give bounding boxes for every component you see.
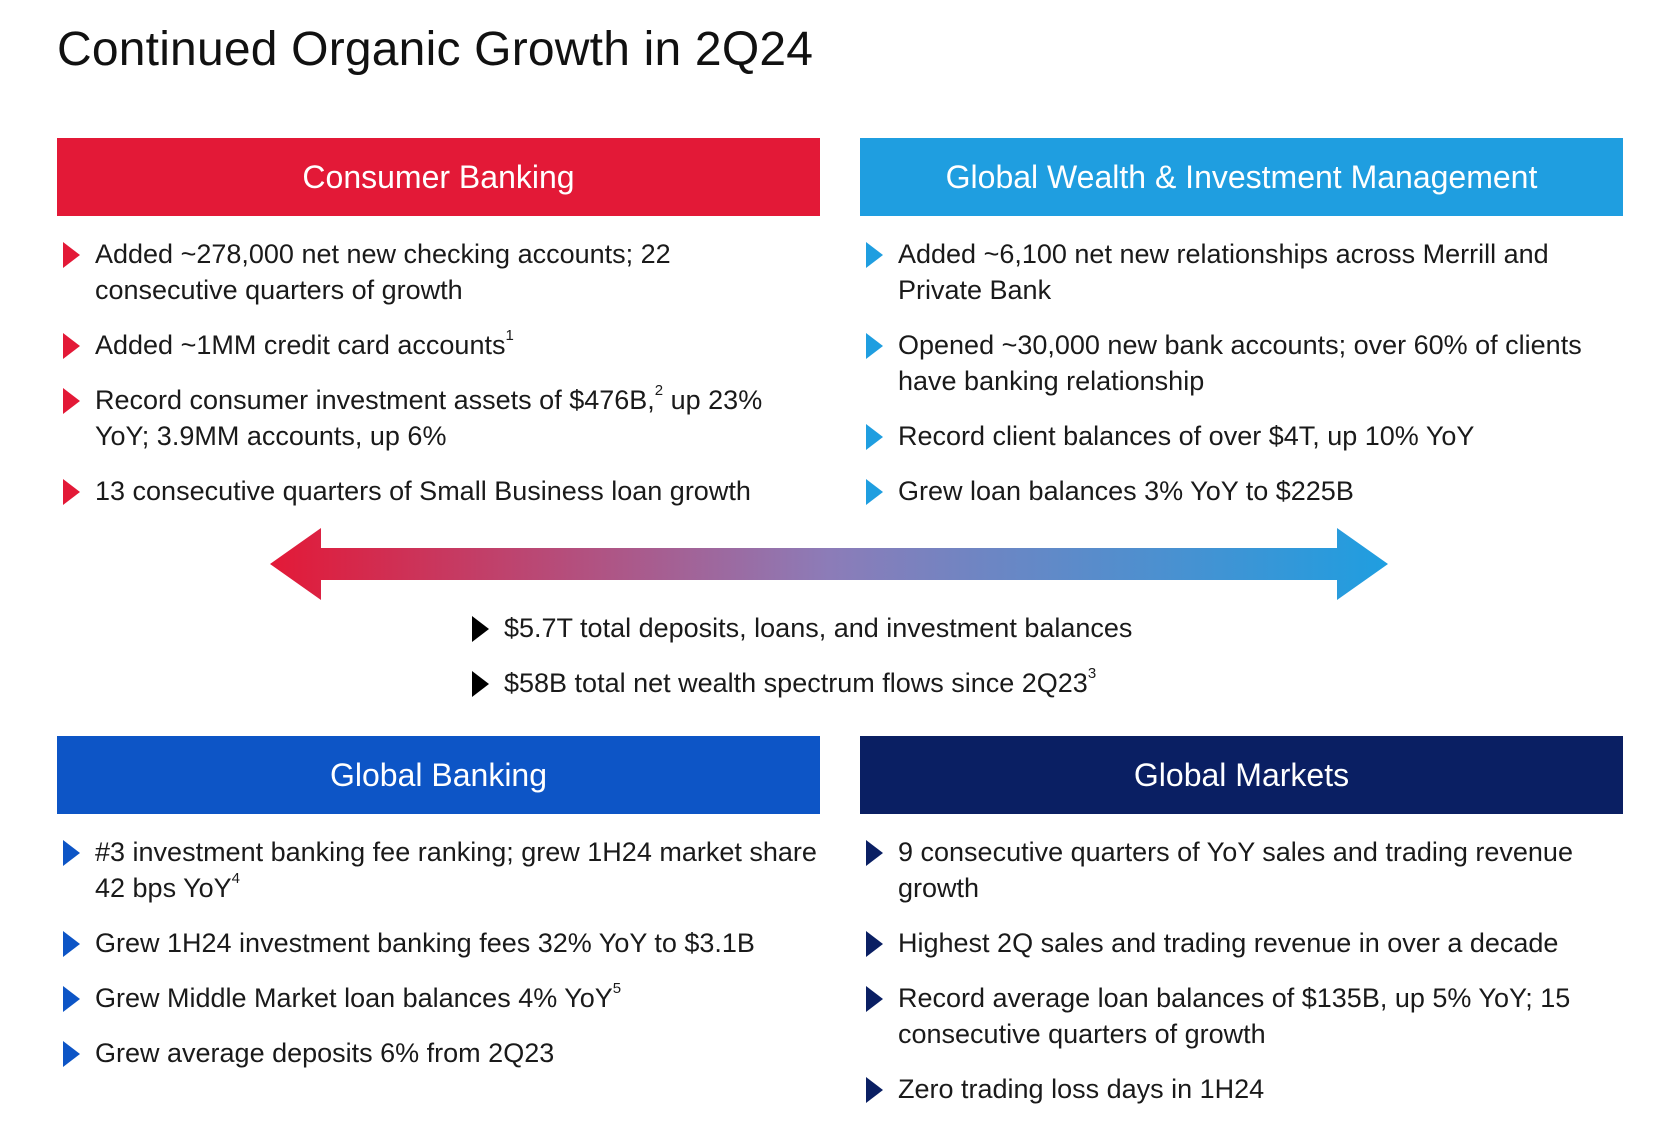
bullet-text: Added ~1MM credit card accounts	[95, 330, 506, 360]
bullet-text: Highest 2Q sales and trading revenue in …	[898, 928, 1559, 958]
triangle-bullet-icon	[472, 671, 489, 697]
bullet-text: Record consumer investment assets of $47…	[95, 385, 655, 415]
footnote-ref: 2	[654, 382, 664, 399]
consumer-banking-list: Added ~278,000 net new checking accounts…	[57, 216, 820, 509]
triangle-bullet-icon	[472, 616, 489, 642]
list-item: $58B total net wealth spectrum flows sin…	[466, 665, 1226, 701]
global-markets-panel: Global Markets 9 consecutive quarters of…	[860, 736, 1623, 1126]
bullet-text: Grew loan balances 3% YoY to $225B	[898, 476, 1354, 506]
global-banking-panel: Global Banking #3 investment banking fee…	[57, 736, 820, 1090]
bullet-text: Zero trading loss days in 1H24	[898, 1074, 1265, 1104]
bullet-text: 9 consecutive quarters of YoY sales and …	[898, 837, 1573, 903]
bullet-text: Added ~6,100 net new relationships acros…	[898, 239, 1549, 305]
summary-list: $5.7T total deposits, loans, and investm…	[466, 590, 1226, 720]
bullet-text-tail: up 23% YoY; 3.9MM accounts, up 6%	[95, 385, 763, 451]
triangle-bullet-icon	[866, 931, 883, 957]
list-item: Grew Middle Market loan balances 4% YoY5	[57, 980, 820, 1016]
list-item: 9 consecutive quarters of YoY sales and …	[860, 834, 1623, 906]
list-item: Added ~6,100 net new relationships acros…	[860, 236, 1623, 308]
triangle-bullet-icon	[63, 479, 80, 505]
triangle-bullet-icon	[63, 931, 80, 957]
triangle-bullet-icon	[63, 242, 80, 268]
triangle-bullet-icon	[866, 840, 883, 866]
global-banking-header: Global Banking	[57, 736, 820, 814]
bullet-text: Opened ~30,000 new bank accounts; over 6…	[898, 330, 1582, 396]
bullet-text: Grew 1H24 investment banking fees 32% Yo…	[95, 928, 755, 958]
global-markets-list: 9 consecutive quarters of YoY sales and …	[860, 814, 1623, 1107]
triangle-bullet-icon	[866, 986, 883, 1012]
list-item: Record client balances of over $4T, up 1…	[860, 418, 1623, 454]
page-title: Continued Organic Growth in 2Q24	[57, 23, 814, 76]
triangle-bullet-icon	[866, 424, 883, 450]
triangle-bullet-icon	[63, 388, 80, 414]
double-arrow-icon	[270, 528, 1388, 600]
list-item: Record consumer investment assets of $47…	[57, 382, 820, 454]
bullet-text: Grew Middle Market loan balances 4% YoY	[95, 983, 613, 1013]
footnote-ref: 5	[612, 980, 622, 997]
triangle-bullet-icon	[866, 1077, 883, 1103]
list-item: Added ~278,000 net new checking accounts…	[57, 236, 820, 308]
global-markets-header: Global Markets	[860, 736, 1623, 814]
triangle-bullet-icon	[63, 333, 80, 359]
wealth-management-header: Global Wealth & Investment Management	[860, 138, 1623, 216]
bullet-text: Grew average deposits 6% from 2Q23	[95, 1038, 555, 1068]
list-item: 13 consecutive quarters of Small Busines…	[57, 473, 820, 509]
wealth-management-title: Global Wealth & Investment Management	[945, 158, 1538, 195]
triangle-bullet-icon	[63, 840, 80, 866]
global-markets-title: Global Markets	[1133, 756, 1350, 793]
global-banking-title: Global Banking	[329, 756, 548, 793]
wealth-management-list: Added ~6,100 net new relationships acros…	[860, 216, 1623, 509]
list-item: Opened ~30,000 new bank accounts; over 6…	[860, 327, 1623, 399]
consumer-banking-header: Consumer Banking	[57, 138, 820, 216]
list-item: Zero trading loss days in 1H24	[860, 1071, 1623, 1107]
wealth-management-panel: Global Wealth & Investment Management Ad…	[860, 138, 1623, 528]
triangle-bullet-icon	[866, 479, 883, 505]
list-item: $5.7T total deposits, loans, and investm…	[466, 610, 1226, 646]
footnote-ref: 1	[505, 327, 514, 344]
triangle-bullet-icon	[63, 986, 80, 1012]
triangle-bullet-icon	[63, 1041, 80, 1067]
bullet-text: $5.7T total deposits, loans, and investm…	[504, 613, 1133, 643]
list-item: Grew average deposits 6% from 2Q23	[57, 1035, 820, 1071]
list-item: Grew loan balances 3% YoY to $225B	[860, 473, 1623, 509]
consumer-banking-title: Consumer Banking	[302, 158, 575, 195]
global-banking-list: #3 investment banking fee ranking; grew …	[57, 814, 820, 1071]
list-item: Grew 1H24 investment banking fees 32% Yo…	[57, 925, 820, 961]
list-item: #3 investment banking fee ranking; grew …	[57, 834, 820, 906]
list-item: Added ~1MM credit card accounts1	[57, 327, 820, 363]
bullet-text: Added ~278,000 net new checking accounts…	[95, 239, 671, 305]
consumer-banking-panel: Consumer Banking Added ~278,000 net new …	[57, 138, 820, 528]
triangle-bullet-icon	[866, 242, 883, 268]
footnote-ref: 3	[1087, 665, 1097, 682]
bullet-text: Record client balances of over $4T, up 1…	[898, 421, 1475, 451]
bullet-text: #3 investment banking fee ranking; grew …	[95, 837, 817, 903]
footnote-ref: 4	[231, 870, 240, 887]
list-item: Highest 2Q sales and trading revenue in …	[860, 925, 1623, 961]
list-item: Record average loan balances of $135B, u…	[860, 980, 1623, 1052]
bullet-text: $58B total net wealth spectrum flows sin…	[504, 668, 1088, 698]
bullet-text: 13 consecutive quarters of Small Busines…	[95, 476, 751, 506]
bullet-text: Record average loan balances of $135B, u…	[898, 983, 1571, 1049]
triangle-bullet-icon	[866, 333, 883, 359]
